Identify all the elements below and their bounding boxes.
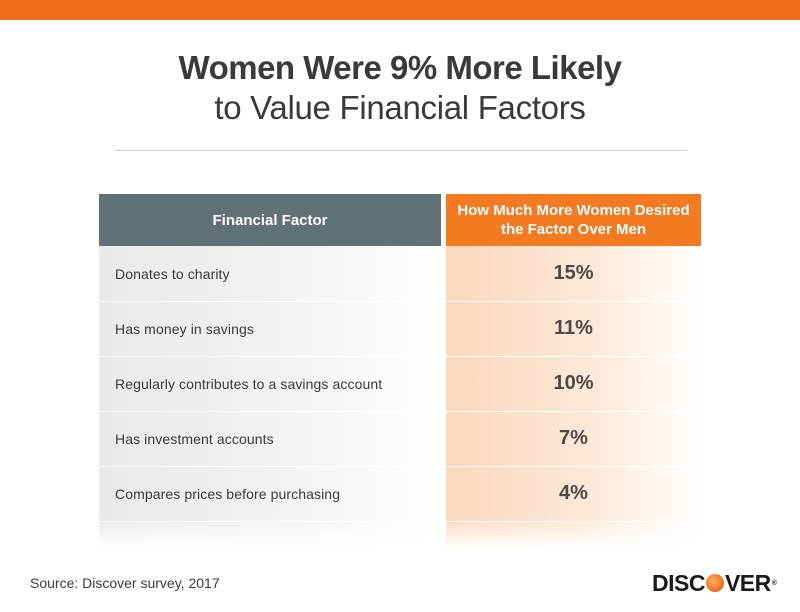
row-value: 10% [553,372,594,394]
row-factor-label: Compares prices before purchasing [115,485,341,502]
table-row: Compares prices before purchasing 4% [99,466,701,521]
row-value: 4% [559,482,588,504]
logo-trademark: ® [771,579,777,587]
row-separator [99,301,701,302]
row-value: 7% [559,427,588,449]
title-line-1: Women Were 9% More Likely [178,49,622,86]
chart-title: Women Were 9% More Likely to Value Finan… [0,48,800,128]
row-value: 11% [554,317,593,339]
row-factor-label: Has money in savings [115,320,254,337]
row-factor-label: Regularly contributes to a savings accou… [115,375,383,392]
logo-orange-dot-icon [705,574,724,592]
row-separator [99,411,701,412]
row-factor-label: Has investment accounts [115,430,274,447]
table-row: Has money in savings 11% [99,301,701,356]
discover-logo: DISC VER ® [652,568,777,598]
header-how-much-more: How Much More Women Desired the Factor O… [446,194,701,246]
row-separator [99,356,701,357]
table-row: Donates to charity 15% [99,246,701,301]
row-separator [99,466,701,467]
top-accent-bar [0,0,800,20]
row-value: 15% [553,262,594,284]
logo-text-start: DISC [652,569,705,596]
row-separator [99,521,701,522]
source-note: Source: Discover survey, 2017 [30,575,220,591]
row-factor-label: Donates to charity [115,265,230,282]
left-column-background [99,246,441,548]
table-row: Regularly contributes to a savings accou… [99,356,701,411]
right-column-background [446,246,701,548]
logo-text-end: VER [724,569,771,596]
table-row: Has investment accounts 7% [99,411,701,466]
data-table: Financial Factor How Much More Women Des… [99,194,701,548]
title-divider [115,150,687,151]
title-line-2: to Value Financial Factors [214,89,586,126]
header-financial-factor: Financial Factor [99,194,441,246]
